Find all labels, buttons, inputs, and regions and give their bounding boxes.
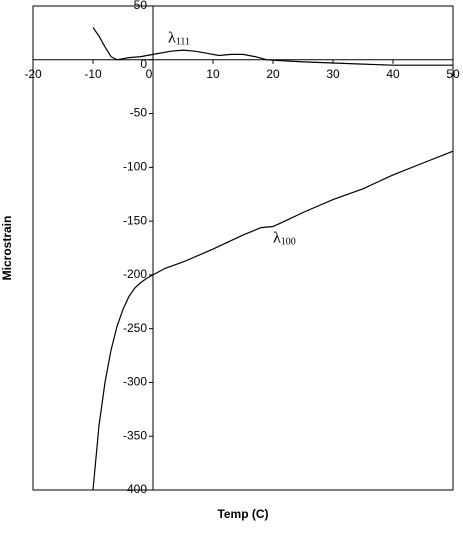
x-tick-label: 0 [146, 67, 153, 81]
y-tick-label: 0 [140, 57, 147, 71]
annotation-symbol: λ [168, 29, 176, 46]
x-tick-label: 10 [206, 67, 220, 81]
x-tick-label: 20 [266, 67, 280, 81]
y-tick-label: -100 [123, 160, 147, 174]
y-tick-label: -350 [123, 428, 147, 442]
y-tick-label: -250 [123, 321, 147, 335]
y-tick-label: -200 [123, 267, 147, 281]
annotation-subscript: 100 [281, 237, 296, 248]
y-tick-label: -300 [123, 375, 147, 389]
x-tick-label: -20 [24, 67, 42, 81]
y-tick-label: -50 [130, 106, 148, 120]
x-tick-label: 40 [386, 67, 400, 81]
x-axis-label: Temp (C) [217, 507, 268, 521]
annotation-subscript: 111 [176, 37, 190, 48]
annotation-symbol: λ [273, 229, 281, 246]
series-line [92, 150, 454, 491]
plot-frame [32, 5, 454, 491]
y-tick-label: -150 [123, 213, 147, 227]
annotation: λ111 [168, 29, 190, 48]
series-line [92, 27, 453, 66]
y-axis-label: Microstrain [0, 216, 14, 281]
x-tick-label: 30 [326, 67, 340, 81]
x-tick-label: -10 [84, 67, 102, 81]
y-tick-label: 50 [134, 0, 148, 12]
y-tick-label: -400 [123, 482, 147, 496]
annotation: λ100 [273, 229, 296, 248]
x-tick-label: 50 [446, 67, 460, 81]
